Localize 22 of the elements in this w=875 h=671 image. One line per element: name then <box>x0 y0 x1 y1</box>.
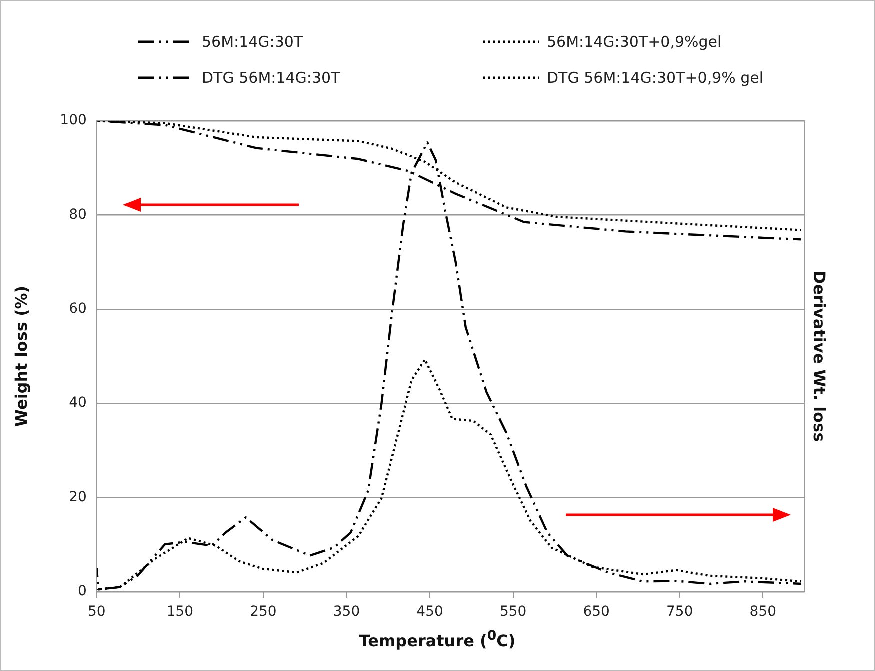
legend-label: 56M:14G:30T <box>202 33 304 51</box>
x-tick-label: 150 <box>166 604 194 620</box>
x-tick-label: 650 <box>583 604 610 620</box>
legend-label: DTG 56M:14G:30T+0,9% gel <box>547 69 764 87</box>
x-tick-label: 350 <box>333 604 360 620</box>
x-tick-label: 550 <box>500 604 527 620</box>
y-tick-label: 80 <box>69 206 87 223</box>
y-tick-label: 60 <box>69 301 87 318</box>
y-tick-label: 20 <box>69 489 87 506</box>
y-tick-label: 100 <box>60 112 87 129</box>
y-tick-label: 0 <box>78 584 87 600</box>
x-tick-label: 450 <box>416 604 444 620</box>
x-tick-label: 850 <box>750 604 777 620</box>
x-tick-label: 250 <box>250 604 277 620</box>
legend-label: 56M:14G:30T+0,9%gel <box>547 33 722 51</box>
y-tick-label: 40 <box>69 395 87 412</box>
x-tick-label: 50 <box>88 604 106 620</box>
legend-label: DTG 56M:14G:30T <box>202 69 340 87</box>
x-axis-title: Temperature ($^{0}$C) <box>358 629 517 650</box>
y2-axis-title: Derivative Wt. loss <box>810 270 830 442</box>
y-axis-title: Weight loss (%) <box>12 286 31 428</box>
x-tick-label: 750 <box>666 604 694 620</box>
